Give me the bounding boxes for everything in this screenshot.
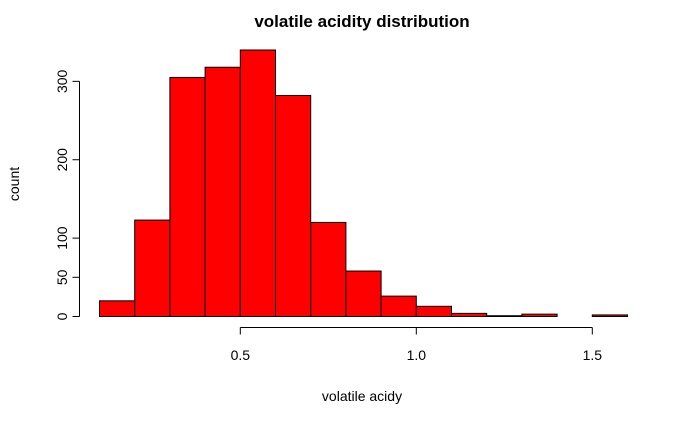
histogram-bar xyxy=(275,94,312,317)
y-tick-label: 300 xyxy=(54,69,70,93)
x-tick-label: 1.5 xyxy=(583,347,603,363)
histogram-bar xyxy=(169,76,206,317)
histogram-bar xyxy=(310,221,347,317)
y-tick-label: 100 xyxy=(54,226,70,250)
bars-group xyxy=(99,49,628,318)
y-tick-label: 200 xyxy=(54,148,70,172)
histogram-bar xyxy=(521,313,558,317)
histogram-bar xyxy=(380,295,417,317)
x-tick-label: 1.0 xyxy=(407,347,427,363)
histogram-bar xyxy=(486,315,523,318)
histogram-bar xyxy=(239,49,277,317)
histogram-bar xyxy=(345,270,382,318)
y-axis-label: count xyxy=(6,167,22,201)
x-axis-label: volatile acidy xyxy=(322,388,402,404)
histogram-bar xyxy=(451,312,488,318)
y-tick-label: 50 xyxy=(54,269,70,285)
histogram-bar xyxy=(99,300,136,317)
y-axis: 0 50 100 200 300 xyxy=(54,69,80,320)
y-tick-label: 0 xyxy=(54,312,70,320)
chart-title: volatile acidity distribution xyxy=(254,12,469,31)
histogram-bar xyxy=(415,305,452,318)
histogram-bar xyxy=(134,219,171,317)
x-tick-label: 0.5 xyxy=(231,347,251,363)
histogram-bar xyxy=(591,314,628,317)
x-axis: 0.5 1.0 1.5 xyxy=(231,327,603,363)
histogram-bar xyxy=(204,66,241,318)
